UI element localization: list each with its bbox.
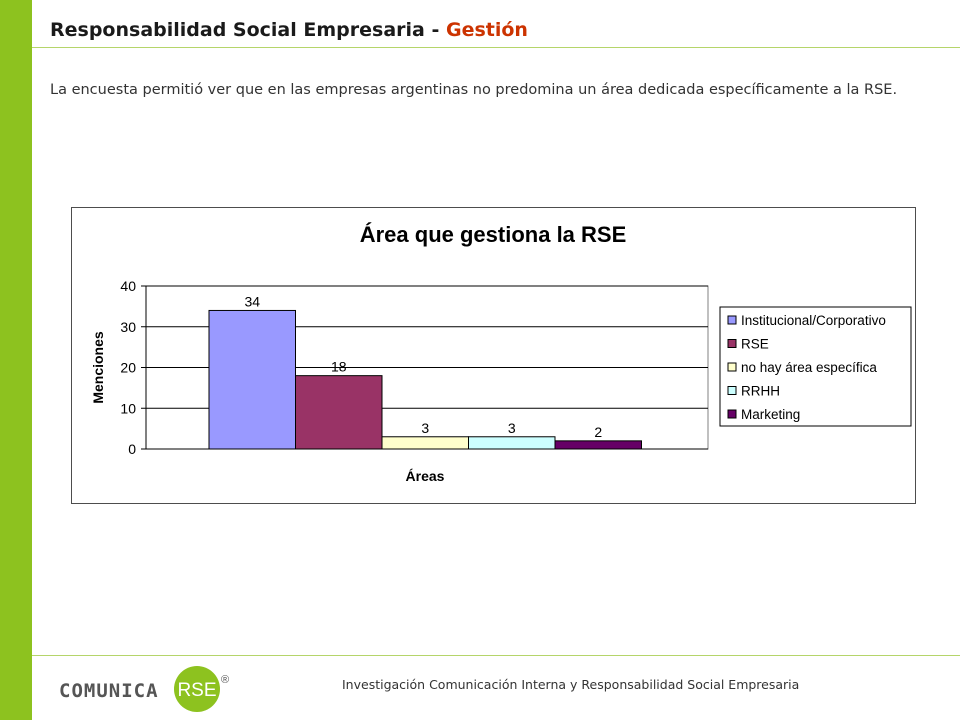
logo-badge	[174, 666, 220, 712]
bar	[295, 375, 383, 450]
data-label: 2	[594, 424, 602, 440]
data-label: 18	[331, 359, 347, 375]
legend-label: Institucional/Corporativo	[741, 313, 886, 328]
footer-caption: Investigación Comunicación Interna y Res…	[342, 677, 800, 692]
legend-swatch	[727, 315, 737, 325]
x-axis-title: Áreas	[406, 468, 445, 484]
y-tick-label: 20	[120, 360, 136, 376]
comunica-rse-logo: COMUNICA RSE ®	[57, 663, 237, 721]
page-title-main: Responsabilidad Social Empresaria -	[50, 19, 446, 41]
legend-label: RSE	[741, 337, 769, 352]
y-tick-label: 10	[120, 400, 136, 416]
legend-swatch	[727, 409, 737, 419]
data-label: 34	[244, 293, 260, 309]
intro-paragraph: La encuesta permitió ver que en las empr…	[50, 82, 898, 98]
title-divider	[32, 47, 960, 48]
legend-swatch	[727, 362, 737, 372]
bar	[468, 436, 556, 450]
footer-divider	[32, 655, 960, 656]
page-title: Responsabilidad Social Empresaria - Gest…	[50, 19, 528, 41]
legend-swatch	[727, 386, 737, 395]
logo-badge-text: RSE	[177, 680, 216, 701]
y-axis-title: Menciones	[90, 331, 106, 404]
chart-title: Área que gestiona la RSE	[360, 222, 627, 247]
bar-chart: Área que gestiona la RSE 0 10 20 30 40 34 18 3 3 2…	[90, 222, 912, 484]
chart-frame: Área que gestiona la RSE 0 10 20 30 40 34 18 3 3 2…	[71, 207, 916, 504]
left-accent-bar	[0, 0, 32, 720]
logo-wordmark: COMUNICA	[59, 680, 159, 702]
legend-label: RRHH	[741, 384, 780, 399]
bar	[381, 436, 469, 450]
bar	[208, 309, 296, 450]
y-tick-label: 30	[120, 319, 136, 335]
legend-label: no hay área específica	[741, 360, 877, 375]
y-tick-label: 40	[120, 278, 136, 294]
y-tick-label: 0	[128, 441, 136, 457]
data-label: 3	[421, 420, 429, 436]
legend-swatch	[727, 339, 737, 348]
data-label: 3	[508, 420, 516, 436]
page-title-accent: Gestión	[445, 19, 528, 41]
legend-box	[719, 306, 912, 427]
logo-registered-mark: ®	[221, 674, 229, 686]
bar	[554, 440, 642, 450]
legend-label: Marketing	[741, 407, 800, 422]
